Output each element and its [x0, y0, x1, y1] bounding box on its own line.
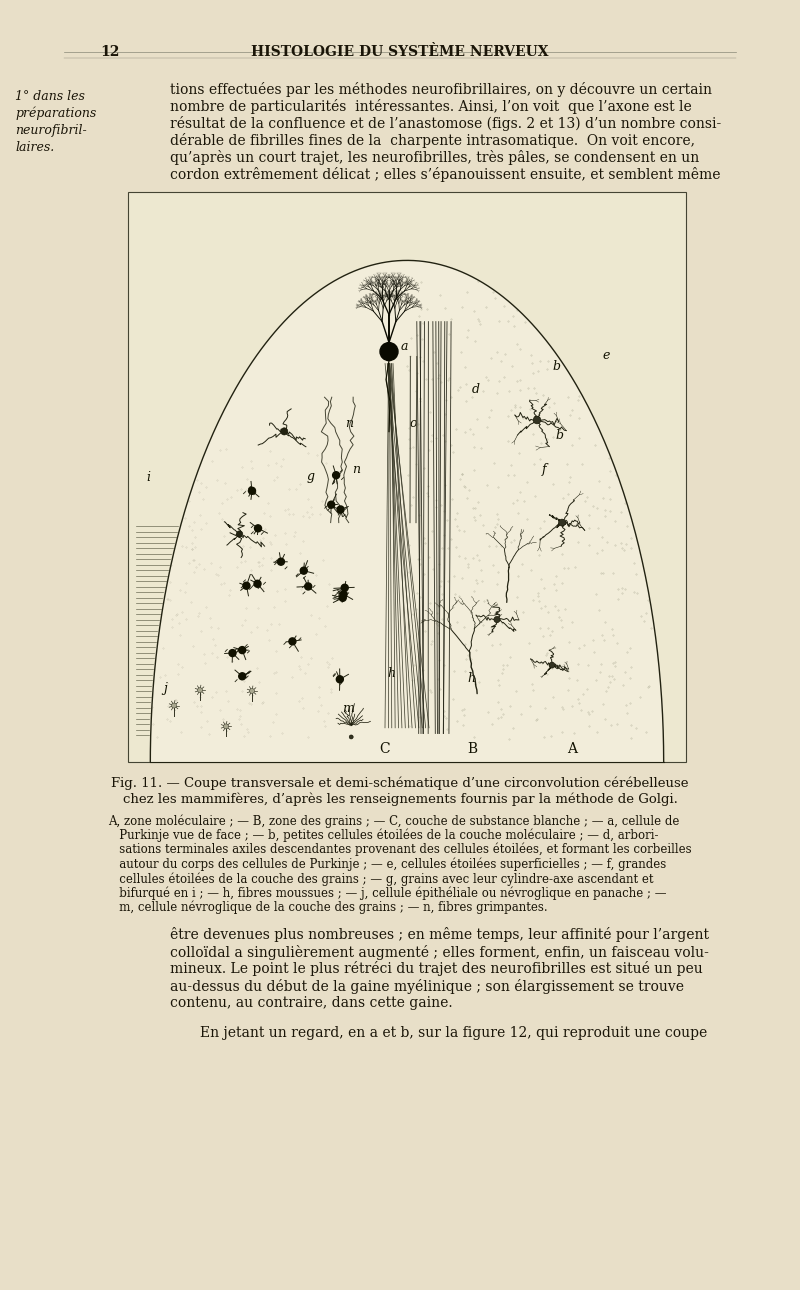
Circle shape — [380, 343, 398, 361]
Text: cordon extrêmement délicat ; elles s’épanouissent ensuite, et semblent même: cordon extrêmement délicat ; elles s’épa… — [170, 166, 721, 182]
Text: h: h — [467, 672, 475, 685]
Text: d: d — [472, 383, 480, 396]
Text: f: f — [542, 463, 546, 476]
Circle shape — [254, 580, 261, 587]
Text: j: j — [163, 682, 167, 695]
Text: C: C — [379, 742, 390, 756]
Circle shape — [549, 662, 555, 668]
Text: laires.: laires. — [15, 141, 54, 154]
Circle shape — [337, 506, 344, 513]
Text: préparations: préparations — [15, 107, 96, 120]
Circle shape — [281, 428, 288, 435]
Text: résultat de la confluence et de l’anastomose (figs. 2 et 13) d’un nombre consi-: résultat de la confluence et de l’anasto… — [170, 116, 722, 132]
Circle shape — [328, 502, 334, 508]
Circle shape — [249, 488, 255, 494]
Text: mineux. Le point le plus rétréci du trajet des neurofibrilles est situé un peu: mineux. Le point le plus rétréci du traj… — [170, 961, 702, 977]
Circle shape — [238, 673, 246, 680]
Text: En jetant un regard, en a et b, sur la figure 12, qui reproduit une coupe: En jetant un regard, en a et b, sur la f… — [200, 1027, 707, 1041]
Circle shape — [237, 530, 243, 537]
Circle shape — [198, 688, 202, 693]
Text: nombre de particularités  intéressantes. Ainsi, l’on voit  que l’axone est le: nombre de particularités intéressantes. … — [170, 99, 692, 114]
Circle shape — [342, 584, 348, 591]
Text: contenu, au contraire, dans cette gaine.: contenu, au contraire, dans cette gaine. — [170, 996, 453, 1010]
Circle shape — [533, 417, 541, 424]
Circle shape — [333, 472, 340, 479]
Text: a: a — [401, 341, 409, 353]
Text: 1° dans les: 1° dans les — [15, 90, 85, 103]
Text: B: B — [467, 742, 477, 756]
Text: Purkinje vue de face ; — b, petites cellules étoilées de la couche moléculaire ;: Purkinje vue de face ; — b, petites cell… — [108, 828, 658, 842]
Circle shape — [558, 519, 566, 526]
Circle shape — [349, 735, 354, 739]
Text: cellules étoilées de la couche des grains ; — g, grains avec leur cylindre-axe a: cellules étoilées de la couche des grain… — [108, 872, 654, 885]
Circle shape — [254, 525, 262, 531]
Circle shape — [289, 637, 296, 645]
Text: autour du corps des cellules de Purkinje ; — e, cellules étoilées superficielles: autour du corps des cellules de Purkinje… — [108, 858, 666, 871]
Text: n: n — [345, 417, 353, 430]
Circle shape — [278, 559, 285, 565]
Text: e: e — [602, 348, 610, 361]
Circle shape — [305, 583, 312, 590]
Text: n: n — [352, 463, 360, 476]
Circle shape — [171, 703, 177, 708]
Circle shape — [336, 676, 343, 682]
Text: dérable de fibrilles fines de la  charpente intrasomatique.  On voit encore,: dérable de fibrilles fines de la charpen… — [170, 133, 695, 148]
Circle shape — [339, 595, 346, 601]
Text: bifurqué en i ; — h, fibres moussues ; — j, cellule épithéliale ou névroglique e: bifurqué en i ; — h, fibres moussues ; —… — [108, 886, 666, 900]
Text: A: A — [567, 742, 577, 756]
Text: i: i — [146, 471, 150, 484]
Text: m: m — [342, 702, 354, 715]
Text: A, zone moléculaire ; — B, zone des grains ; — C, couche de substance blanche ; : A, zone moléculaire ; — B, zone des grai… — [108, 814, 679, 827]
Text: sations terminales axiles descendantes provenant des cellules étoilées, et forma: sations terminales axiles descendantes p… — [108, 842, 692, 857]
Text: b: b — [552, 360, 560, 373]
Text: qu’après un court trajet, les neurofibrilles, très pâles, se condensent en un: qu’après un court trajet, les neurofibri… — [170, 150, 699, 165]
Text: HISTOLOGIE DU SYSTÈME NERVEUX: HISTOLOGIE DU SYSTÈME NERVEUX — [251, 45, 549, 59]
Text: neurofibril-: neurofibril- — [15, 124, 86, 137]
Circle shape — [238, 646, 246, 654]
Text: colloïdal a singulièrement augmenté ; elles forment, enfin, un faisceau volu-: colloïdal a singulièrement augmenté ; el… — [170, 944, 709, 960]
Text: 12: 12 — [100, 45, 119, 59]
Text: Fig. 11. — Coupe transversale et demi-schématique d’une circonvolution cérébelle: Fig. 11. — Coupe transversale et demi-sc… — [111, 777, 689, 789]
Polygon shape — [150, 261, 664, 762]
Text: h: h — [387, 667, 395, 680]
Circle shape — [229, 650, 236, 657]
Text: tions effectuées par les méthodes neurofibrillaires, on y découvre un certain: tions effectuées par les méthodes neurof… — [170, 83, 712, 97]
Text: g: g — [307, 470, 315, 484]
Text: au-dessus du début de la gaine myélinique ; son élargissement se trouve: au-dessus du début de la gaine myéliniqu… — [170, 979, 684, 993]
Text: o: o — [409, 417, 417, 430]
Bar — [128, 192, 686, 762]
Text: m, cellule névroglique de la couche des grains ; — n, fibres grimpantes.: m, cellule névroglique de la couche des … — [108, 900, 548, 915]
Circle shape — [243, 582, 250, 590]
Text: chez les mammifères, d’après les renseignements fournis par la méthode de Golgi.: chez les mammifères, d’après les renseig… — [122, 793, 678, 806]
Circle shape — [340, 591, 347, 597]
Circle shape — [250, 689, 254, 694]
Text: b: b — [555, 428, 563, 441]
Circle shape — [300, 568, 307, 574]
Text: être devenues plus nombreuses ; en même temps, leur affinité pour l’argent: être devenues plus nombreuses ; en même … — [170, 928, 709, 943]
Circle shape — [223, 724, 229, 729]
Circle shape — [494, 617, 500, 623]
